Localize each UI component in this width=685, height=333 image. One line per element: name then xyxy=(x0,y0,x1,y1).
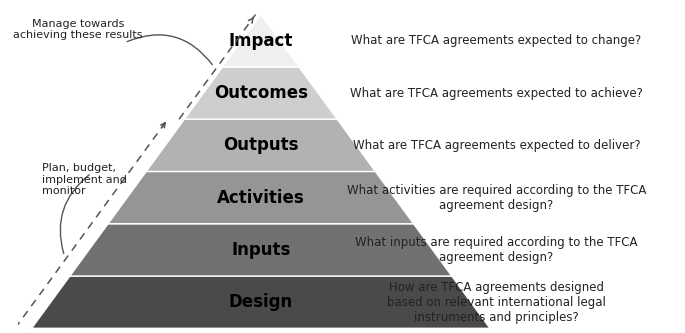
Polygon shape xyxy=(108,171,414,224)
Text: How are TFCA agreements designed
based on relevant international legal
instrumen: How are TFCA agreements designed based o… xyxy=(387,281,606,324)
Text: Manage towards
achieving these results: Manage towards achieving these results xyxy=(14,19,143,40)
Polygon shape xyxy=(146,119,375,171)
Text: Activities: Activities xyxy=(217,188,305,206)
Polygon shape xyxy=(70,224,451,276)
Text: Plan, budget,
implement and
monitor: Plan, budget, implement and monitor xyxy=(42,163,127,196)
Text: Outcomes: Outcomes xyxy=(214,84,308,102)
Polygon shape xyxy=(184,67,337,119)
Text: Impact: Impact xyxy=(229,32,293,50)
Text: Design: Design xyxy=(229,293,293,311)
Polygon shape xyxy=(32,276,490,328)
Text: Inputs: Inputs xyxy=(231,241,290,259)
Text: What activities are required according to the TFCA
agreement design?: What activities are required according t… xyxy=(347,183,646,211)
Text: What are TFCA agreements expected to achieve?: What are TFCA agreements expected to ach… xyxy=(350,87,643,100)
Polygon shape xyxy=(223,15,299,67)
Text: What are TFCA agreements expected to change?: What are TFCA agreements expected to cha… xyxy=(351,34,642,47)
Text: Outputs: Outputs xyxy=(223,136,299,154)
Text: What are TFCA agreements expected to deliver?: What are TFCA agreements expected to del… xyxy=(353,139,640,152)
Text: What inputs are required according to the TFCA
agreement design?: What inputs are required according to th… xyxy=(356,236,638,264)
